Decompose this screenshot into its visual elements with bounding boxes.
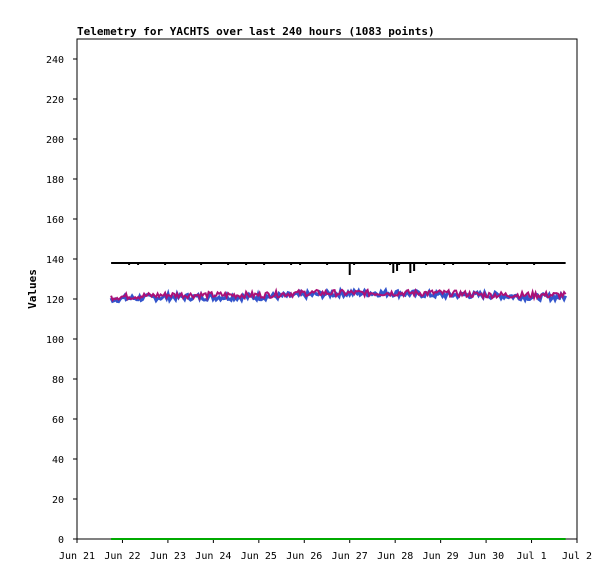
y-tick-label: 40 (52, 455, 64, 466)
x-tick-label: Jun 21 (59, 551, 95, 562)
y-tick-label: 140 (46, 255, 64, 266)
y-tick-label: 100 (46, 335, 64, 346)
y-tick-label: 160 (46, 215, 64, 226)
x-tick-label: Jun 27 (332, 551, 368, 562)
y-axis-ticks: 0 20 40 60 80 100 120 140 160 180 200 220 240 (46, 55, 77, 546)
x-tick-label: Jun 22 (104, 551, 140, 562)
y-axis-label: Values (26, 269, 39, 309)
y-tick-label: 220 (46, 95, 64, 106)
series-line (109, 286, 567, 304)
y-tick-label: 0 (58, 535, 64, 546)
series-line (110, 287, 567, 302)
x-tick-label: Jun 29 (423, 551, 459, 562)
y-tick-label: 240 (46, 55, 64, 66)
x-tick-label: Jun 28 (377, 551, 413, 562)
y-tick-label: 20 (52, 495, 64, 506)
y-tick-label: 120 (46, 295, 64, 306)
x-tick-label: Jul 2 (562, 551, 592, 562)
x-tick-label: Jun 24 (195, 551, 231, 562)
y-tick-label: 80 (52, 375, 64, 386)
y-tick-label: 180 (46, 175, 64, 186)
x-tick-label: Jun 30 (468, 551, 504, 562)
y-tick-label: 60 (52, 415, 64, 426)
x-tick-label: Jun 23 (150, 551, 186, 562)
chart-title: Telemetry for YACHTS over last 240 hours… (77, 25, 435, 38)
y-tick-label: 200 (46, 135, 64, 146)
x-tick-label: Jul 1 (516, 551, 546, 562)
series-layer (109, 262, 567, 540)
x-axis-ticks: Jun 21 Jun 22 Jun 23 Jun 24 Jun 25 Jun 26 Jun … (59, 539, 592, 562)
x-tick-label: Jun 26 (286, 551, 322, 562)
x-tick-label: Jun 25 (241, 551, 277, 562)
